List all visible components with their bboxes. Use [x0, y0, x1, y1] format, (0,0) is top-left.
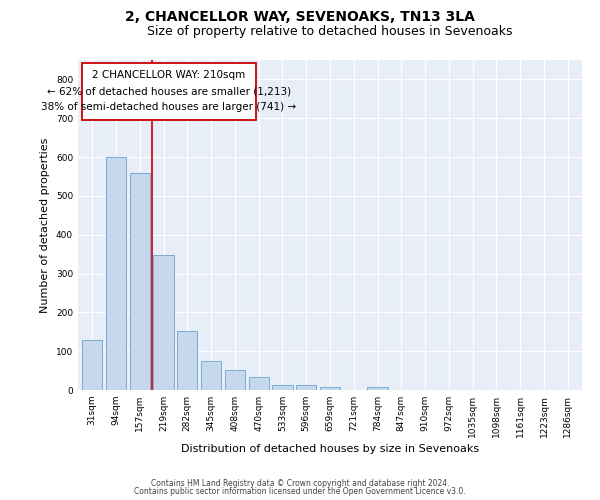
- Text: 38% of semi-detached houses are larger (741) →: 38% of semi-detached houses are larger (…: [41, 102, 296, 112]
- Text: 2, CHANCELLOR WAY, SEVENOAKS, TN13 3LA: 2, CHANCELLOR WAY, SEVENOAKS, TN13 3LA: [125, 10, 475, 24]
- Bar: [296, 385, 316, 390]
- Bar: [201, 361, 221, 390]
- X-axis label: Distribution of detached houses by size in Sevenoaks: Distribution of detached houses by size …: [181, 444, 479, 454]
- Bar: [130, 173, 150, 390]
- Bar: [82, 340, 103, 390]
- Text: Contains public sector information licensed under the Open Government Licence v3: Contains public sector information licen…: [134, 487, 466, 496]
- Bar: [320, 387, 340, 390]
- Bar: [367, 388, 388, 390]
- Text: 2 CHANCELLOR WAY: 210sqm: 2 CHANCELLOR WAY: 210sqm: [92, 70, 245, 80]
- FancyBboxPatch shape: [82, 62, 256, 120]
- Bar: [248, 377, 269, 390]
- Bar: [154, 255, 173, 390]
- Bar: [272, 384, 293, 390]
- Bar: [177, 331, 197, 390]
- Text: Contains HM Land Registry data © Crown copyright and database right 2024.: Contains HM Land Registry data © Crown c…: [151, 478, 449, 488]
- Text: ← 62% of detached houses are smaller (1,213): ← 62% of detached houses are smaller (1,…: [47, 86, 291, 96]
- Title: Size of property relative to detached houses in Sevenoaks: Size of property relative to detached ho…: [147, 25, 513, 38]
- Bar: [106, 156, 126, 390]
- Bar: [225, 370, 245, 390]
- Y-axis label: Number of detached properties: Number of detached properties: [40, 138, 50, 312]
